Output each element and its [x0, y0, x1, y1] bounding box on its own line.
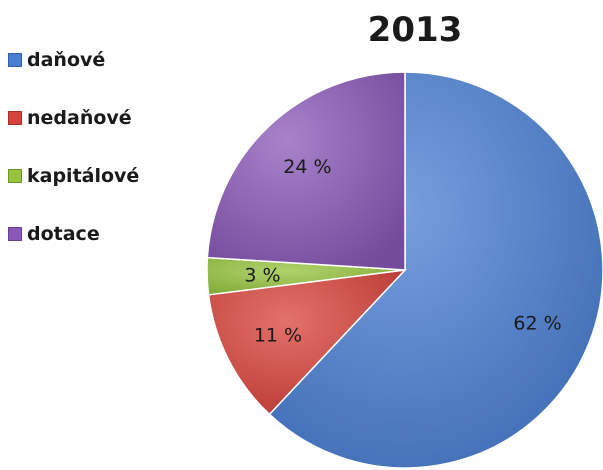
data-label-dotace: 24 % — [283, 156, 331, 178]
legend: daňové nedaňové kapitálové dotace — [8, 45, 139, 277]
legend-label-danove: daňové — [27, 49, 106, 71]
legend-swatch-danove — [8, 53, 22, 67]
chart-title: 2013 — [367, 10, 463, 50]
legend-swatch-dotace — [8, 227, 22, 241]
pie-slice-dotace — [206, 71, 406, 271]
legend-label-nedanove: nedaňové — [27, 107, 132, 129]
legend-item-kapitalove: kapitálové — [8, 161, 139, 191]
legend-label-dotace: dotace — [27, 223, 100, 245]
data-label-kapitalove: 3 % — [244, 264, 280, 286]
legend-item-danove: daňové — [8, 45, 139, 75]
pie-slice-nedanove — [207, 268, 407, 416]
data-label-nedanove: 11 % — [254, 325, 302, 347]
data-label-danove: 62 % — [513, 312, 561, 334]
legend-label-kapitalove: kapitálové — [27, 165, 140, 187]
pie-slice-danove — [268, 71, 603, 469]
legend-swatch-kapitalove — [8, 169, 22, 183]
legend-item-dotace: dotace — [8, 219, 139, 249]
legend-item-nedanove: nedaňové — [8, 103, 139, 133]
legend-swatch-nedanove — [8, 111, 22, 125]
